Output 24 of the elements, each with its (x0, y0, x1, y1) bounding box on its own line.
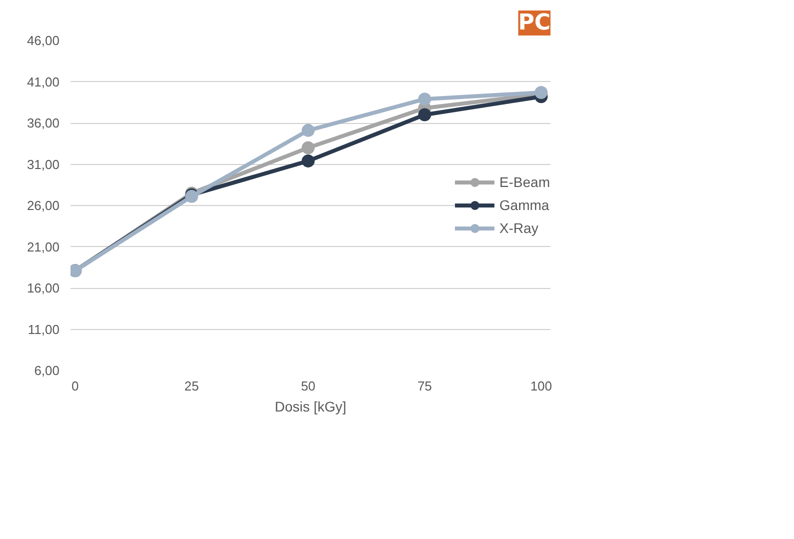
y-tick-label: 26,00 (26, 198, 60, 213)
point (418, 108, 432, 122)
y-tick-label: 36,00 (26, 116, 60, 130)
y-tick-label: 21,00 (26, 239, 60, 254)
legend-label: Gamma (499, 197, 550, 213)
legend-label: E-Beam (499, 174, 550, 190)
point (418, 92, 432, 106)
y-tick-label: 16,00 (26, 280, 60, 296)
x-tick-label: 75 (417, 378, 432, 394)
x-axis-title: Dosis [kGy] (274, 398, 346, 414)
point (302, 154, 315, 168)
chart-title: PC (518, 10, 551, 36)
legend-label: X-Ray (499, 220, 538, 236)
y-tick-label: 41,00 (26, 74, 60, 90)
x-tick-label: 0 (72, 378, 79, 394)
point (302, 141, 315, 154)
y-tick-label: 46,00 (26, 33, 60, 48)
y-tick-label: 11,00 (28, 322, 60, 337)
x-tick-label: 25 (184, 378, 199, 394)
point (302, 124, 315, 137)
y-tick-label: 6,00 (34, 363, 60, 378)
x-tick-label: 100 (530, 378, 552, 394)
x-tick-label: 50 (300, 378, 316, 394)
y-tick-label: 31,00 (26, 156, 60, 172)
